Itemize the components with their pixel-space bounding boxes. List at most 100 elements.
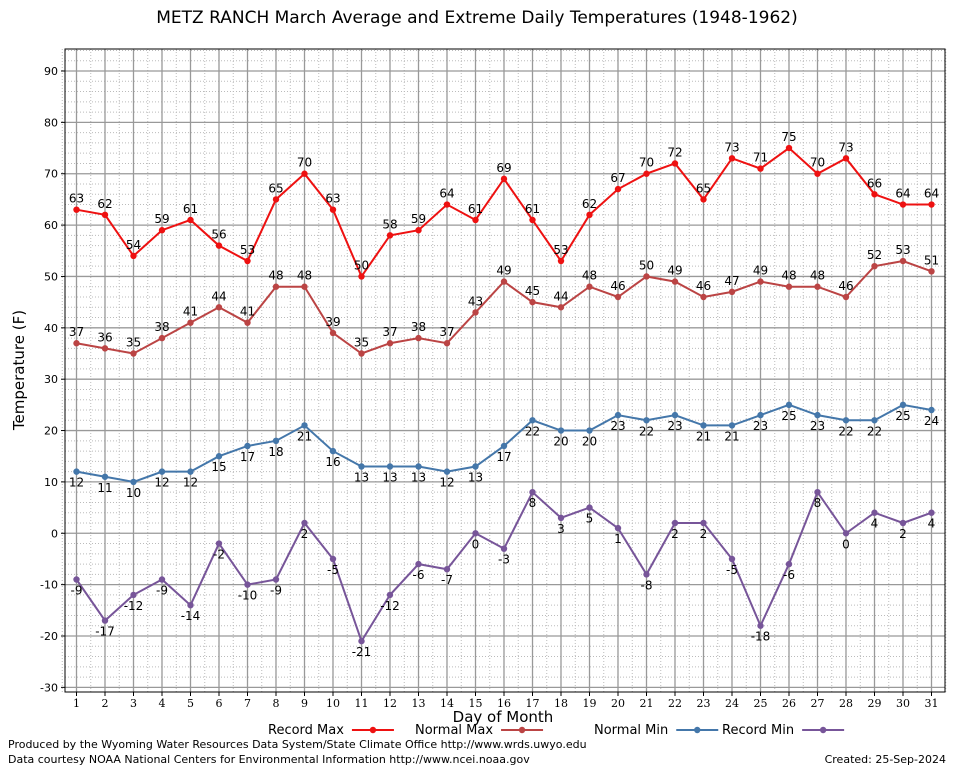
x-tick-label: 16 bbox=[497, 697, 511, 710]
data-label: 0 bbox=[472, 537, 480, 551]
data-label: 64 bbox=[439, 187, 454, 201]
legend-swatch-marker bbox=[819, 726, 827, 734]
data-label: 39 bbox=[325, 315, 340, 329]
x-tick-label: 10 bbox=[326, 697, 340, 710]
data-point bbox=[757, 165, 764, 172]
data-point bbox=[700, 519, 707, 527]
data-point bbox=[187, 319, 194, 326]
data-point bbox=[757, 622, 764, 629]
data-point bbox=[700, 196, 707, 203]
x-tick-label: 7 bbox=[244, 697, 251, 710]
x-tick-label: 19 bbox=[583, 697, 597, 710]
data-label: 41 bbox=[183, 305, 198, 319]
data-label: 47 bbox=[724, 274, 739, 288]
data-label: 24 bbox=[924, 414, 939, 428]
data-label: -9 bbox=[71, 584, 83, 598]
data-point bbox=[329, 206, 337, 213]
data-label: 18 bbox=[268, 445, 283, 459]
data-label: 16 bbox=[325, 455, 340, 469]
grid-lines bbox=[61, 49, 947, 692]
x-tick-label: 22 bbox=[668, 697, 682, 710]
data-label: 49 bbox=[667, 264, 682, 278]
data-point bbox=[358, 350, 365, 357]
x-tick-label: 4 bbox=[159, 697, 166, 710]
data-label: 66 bbox=[867, 176, 882, 190]
data-label: -21 bbox=[352, 645, 372, 659]
y-tick-label: 0 bbox=[51, 527, 58, 540]
data-label: 22 bbox=[639, 424, 654, 438]
data-point bbox=[443, 201, 451, 208]
data-label: -9 bbox=[270, 584, 282, 598]
data-point bbox=[386, 591, 394, 599]
data-label: 48 bbox=[297, 269, 312, 283]
data-point bbox=[671, 278, 679, 285]
x-tick-label: 8 bbox=[273, 697, 280, 710]
data-label: 41 bbox=[240, 305, 255, 319]
data-label: 13 bbox=[468, 471, 483, 485]
data-label: 22 bbox=[838, 424, 853, 438]
data-label: 48 bbox=[781, 269, 796, 283]
data-point bbox=[215, 304, 223, 311]
y-tick-label: 20 bbox=[44, 425, 58, 438]
data-label: -5 bbox=[726, 563, 738, 577]
data-label: 64 bbox=[895, 187, 910, 201]
data-label: 64 bbox=[924, 187, 939, 201]
data-point bbox=[757, 411, 764, 419]
data-point bbox=[443, 468, 451, 475]
data-point bbox=[415, 227, 422, 234]
data-label: 35 bbox=[126, 336, 141, 350]
data-point bbox=[158, 468, 166, 475]
x-tick-label: 15 bbox=[469, 697, 483, 710]
data-label: 62 bbox=[582, 197, 597, 211]
data-label: 63 bbox=[325, 192, 340, 206]
footer-created-date: Created: 25-Sep-2024 bbox=[824, 753, 946, 766]
data-point bbox=[557, 514, 565, 522]
data-point bbox=[301, 422, 308, 429]
x-tick-label: 5 bbox=[187, 697, 194, 710]
data-label: 50 bbox=[354, 258, 369, 272]
data-point bbox=[272, 196, 280, 203]
data-label: 54 bbox=[126, 238, 141, 252]
data-point bbox=[814, 283, 821, 290]
y-tick-label: -20 bbox=[40, 630, 58, 643]
data-label: 65 bbox=[696, 181, 711, 195]
data-label: 20 bbox=[553, 435, 568, 449]
y-tick-label: 80 bbox=[44, 116, 58, 129]
x-tick-label: 29 bbox=[868, 697, 882, 710]
data-label: 53 bbox=[553, 243, 568, 257]
data-point bbox=[728, 555, 736, 563]
data-point bbox=[272, 437, 280, 445]
series-lines bbox=[73, 144, 935, 645]
data-point bbox=[244, 257, 251, 265]
data-point bbox=[586, 427, 593, 434]
data-label: 73 bbox=[724, 140, 739, 154]
data-point bbox=[73, 206, 80, 213]
data-point bbox=[871, 262, 878, 270]
legend-swatch-marker bbox=[369, 726, 377, 734]
data-label: 45 bbox=[525, 284, 540, 298]
data-point bbox=[443, 340, 451, 347]
data-label: 51 bbox=[924, 253, 939, 267]
data-point bbox=[899, 401, 907, 409]
data-label: -5 bbox=[327, 563, 339, 577]
data-point bbox=[557, 427, 565, 434]
data-point bbox=[500, 545, 508, 552]
data-point bbox=[272, 283, 280, 290]
data-point bbox=[472, 530, 479, 537]
data-point bbox=[358, 463, 365, 470]
data-point bbox=[101, 345, 109, 352]
data-point bbox=[130, 350, 137, 357]
data-point bbox=[472, 216, 479, 224]
data-point bbox=[386, 232, 394, 239]
data-point bbox=[842, 417, 850, 424]
data-label: 35 bbox=[354, 336, 369, 350]
data-label: 44 bbox=[211, 289, 226, 303]
data-point bbox=[73, 340, 80, 347]
data-point bbox=[386, 463, 394, 470]
data-label: 25 bbox=[895, 409, 910, 423]
x-tick-label: 27 bbox=[811, 697, 825, 710]
data-label: 71 bbox=[753, 151, 768, 165]
data-label: -10 bbox=[238, 589, 258, 603]
